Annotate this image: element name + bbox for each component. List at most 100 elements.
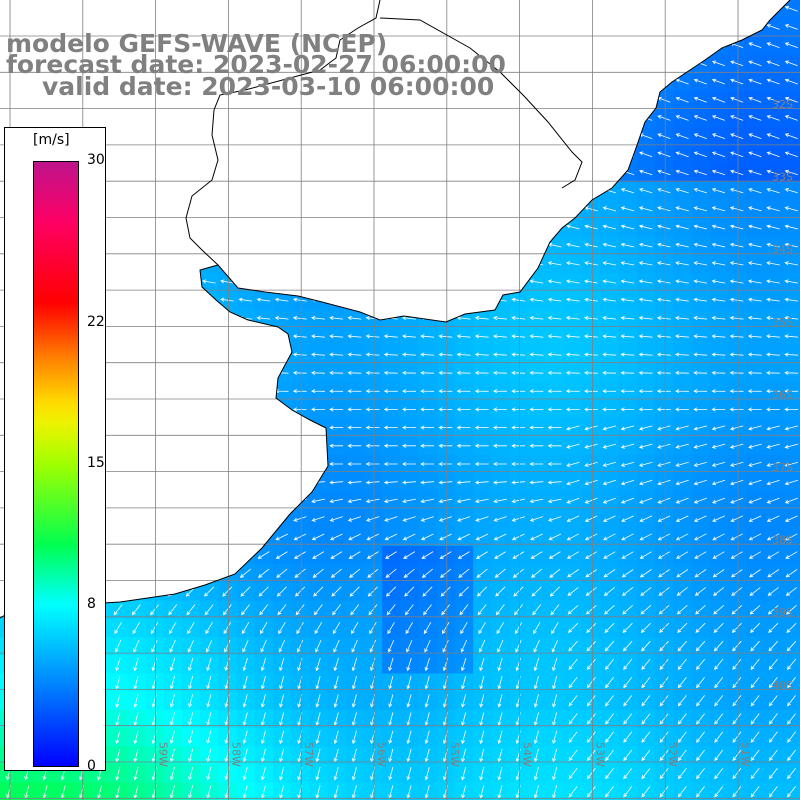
wind-arrow xyxy=(440,586,451,597)
field-cell xyxy=(309,546,329,565)
wind-arrow xyxy=(402,480,416,485)
wind-arrow xyxy=(188,694,194,708)
wind-arrow xyxy=(461,675,467,690)
wind-arrow xyxy=(711,461,726,467)
wind-arrow xyxy=(547,443,562,448)
wind-arrow xyxy=(784,224,798,230)
wind-arrow xyxy=(638,389,653,394)
wind-arrow xyxy=(750,767,760,780)
wind-arrow xyxy=(729,461,744,467)
wind-arrow xyxy=(565,407,580,412)
wind-arrow xyxy=(729,242,744,248)
wind-arrow xyxy=(369,639,376,653)
wind-arrow xyxy=(311,498,325,504)
wind-arrow xyxy=(497,730,503,745)
field-cell xyxy=(600,655,620,674)
field-cell xyxy=(637,546,656,565)
wind-arrow xyxy=(493,461,507,467)
field-cell xyxy=(382,746,401,765)
wind-arrow xyxy=(748,224,762,230)
wind-arrow xyxy=(461,694,467,708)
field-cell xyxy=(691,527,711,547)
wind-arrow xyxy=(150,604,159,616)
wind-arrow xyxy=(766,479,780,486)
wind-arrow xyxy=(641,749,651,762)
field-cell xyxy=(345,546,365,565)
wind-arrow xyxy=(732,640,742,652)
field-cell xyxy=(145,764,165,784)
field-cell xyxy=(400,728,420,747)
wind-arrow xyxy=(133,639,140,653)
wind-arrow xyxy=(766,133,780,139)
field-cell xyxy=(527,546,547,565)
wind-arrow xyxy=(206,675,212,690)
field-cell xyxy=(764,436,784,456)
field-cell xyxy=(273,618,292,638)
field-cell xyxy=(746,600,765,620)
wind-arrow xyxy=(657,443,671,449)
wind-arrow xyxy=(242,712,248,726)
field-cell xyxy=(782,127,800,147)
field-cell xyxy=(637,691,656,711)
wind-arrow xyxy=(476,568,488,578)
wind-arrow xyxy=(766,370,780,375)
field-cell xyxy=(145,618,165,638)
wind-arrow xyxy=(711,151,726,158)
wind-arrow xyxy=(493,425,507,430)
wind-arrow xyxy=(787,731,796,743)
wind-arrow xyxy=(242,730,248,745)
wind-arrow xyxy=(641,640,651,652)
field-cell xyxy=(600,564,620,583)
field-cell xyxy=(418,728,438,747)
wind-arrow xyxy=(365,498,380,504)
wind-arrow xyxy=(131,604,141,616)
wind-arrow xyxy=(766,533,780,541)
wind-arrow xyxy=(424,712,430,726)
field-cell xyxy=(527,527,547,547)
wind-arrow xyxy=(132,621,141,635)
wind-arrow xyxy=(586,713,596,725)
field-cell xyxy=(764,491,784,511)
wind-arrow xyxy=(188,712,194,726)
wind-arrow xyxy=(586,749,596,762)
wind-arrow xyxy=(475,551,488,559)
wind-arrow xyxy=(533,748,539,763)
wind-arrow xyxy=(406,657,412,672)
field-cell xyxy=(218,709,238,729)
field-cell xyxy=(109,728,128,747)
field-cell xyxy=(600,473,620,492)
wind-arrow xyxy=(151,639,158,653)
field-cell xyxy=(345,746,365,765)
wind-arrow xyxy=(584,479,598,486)
field-cell xyxy=(291,709,310,729)
field-cell xyxy=(709,728,729,747)
wind-arrow xyxy=(333,639,340,653)
wind-arrow xyxy=(133,712,139,726)
field-cell xyxy=(782,782,800,800)
field-cell xyxy=(491,618,511,638)
wind-arrow xyxy=(566,479,580,486)
longitude-label: 52W xyxy=(666,742,679,767)
field-cell xyxy=(145,709,165,729)
wind-arrow xyxy=(675,115,689,121)
field-cell xyxy=(145,746,165,765)
field-cell xyxy=(546,509,565,529)
field-cell xyxy=(455,618,474,638)
wind-arrow xyxy=(332,621,341,635)
wind-arrow xyxy=(438,498,453,504)
wind-arrow xyxy=(222,604,232,616)
wind-arrow xyxy=(387,621,395,635)
wind-arrow xyxy=(530,551,543,559)
field-cell xyxy=(673,455,693,474)
wind-arrow xyxy=(675,425,689,431)
wind-arrow xyxy=(402,352,416,357)
wind-arrow xyxy=(750,658,760,670)
field-cell xyxy=(382,655,401,674)
wind-arrow xyxy=(365,352,380,357)
wind-arrow xyxy=(474,425,489,430)
wind-arrow xyxy=(639,188,653,194)
wind-arrow xyxy=(586,640,596,652)
wind-arrow xyxy=(620,188,635,194)
wind-arrow xyxy=(493,370,507,375)
wind-arrow xyxy=(242,639,249,653)
